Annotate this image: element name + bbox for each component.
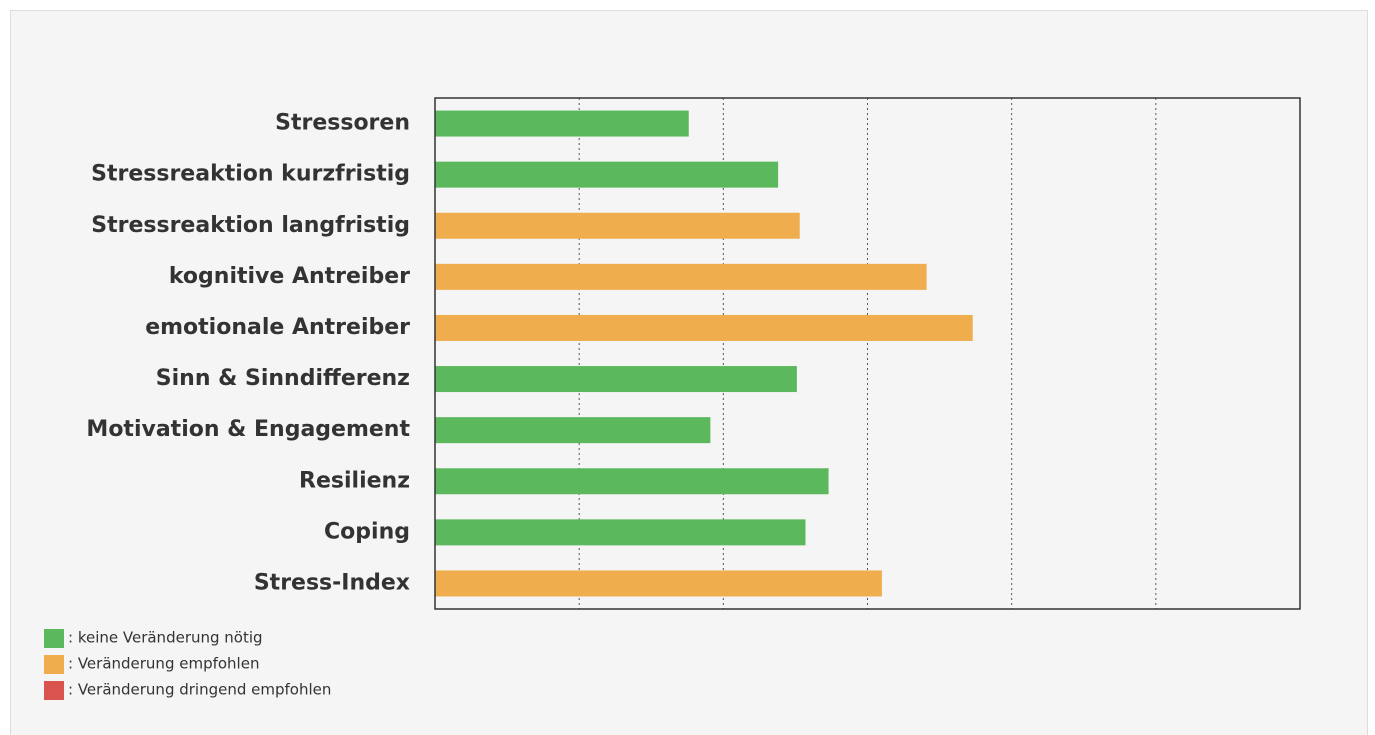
y-tick-label: Stressreaktion kurzfristig <box>91 162 410 187</box>
legend-swatch <box>44 681 64 700</box>
bar <box>435 519 806 546</box>
bar <box>435 110 689 137</box>
y-tick-label: Stressoren <box>275 111 410 136</box>
bar <box>435 314 973 341</box>
bar <box>435 570 882 597</box>
bar <box>435 161 779 188</box>
bar <box>435 366 797 393</box>
y-tick-label: emotionale Antreiber <box>145 315 410 340</box>
legend-swatch <box>44 629 64 648</box>
bar <box>435 263 927 290</box>
legend-label: : keine Veränderung nötig <box>68 629 263 647</box>
y-tick-label: Resilienz <box>299 468 410 493</box>
bar <box>435 417 711 444</box>
legend-label: : Veränderung dringend empfohlen <box>68 681 331 699</box>
plot-frame <box>434 97 1301 610</box>
y-tick-label: Sinn & Sinndifferenz <box>156 366 410 391</box>
bar <box>435 212 800 239</box>
y-tick-label: kognitive Antreiber <box>169 264 410 289</box>
bar <box>435 468 829 495</box>
y-tick-label: Motivation & Engagement <box>86 417 410 442</box>
y-tick-label: Stressreaktion langfristig <box>91 213 410 238</box>
legend-swatch <box>44 655 64 674</box>
legend-label: : Veränderung empfohlen <box>68 655 259 673</box>
y-tick-label: Stress-Index <box>254 570 410 595</box>
y-tick-label: Coping <box>324 519 410 544</box>
